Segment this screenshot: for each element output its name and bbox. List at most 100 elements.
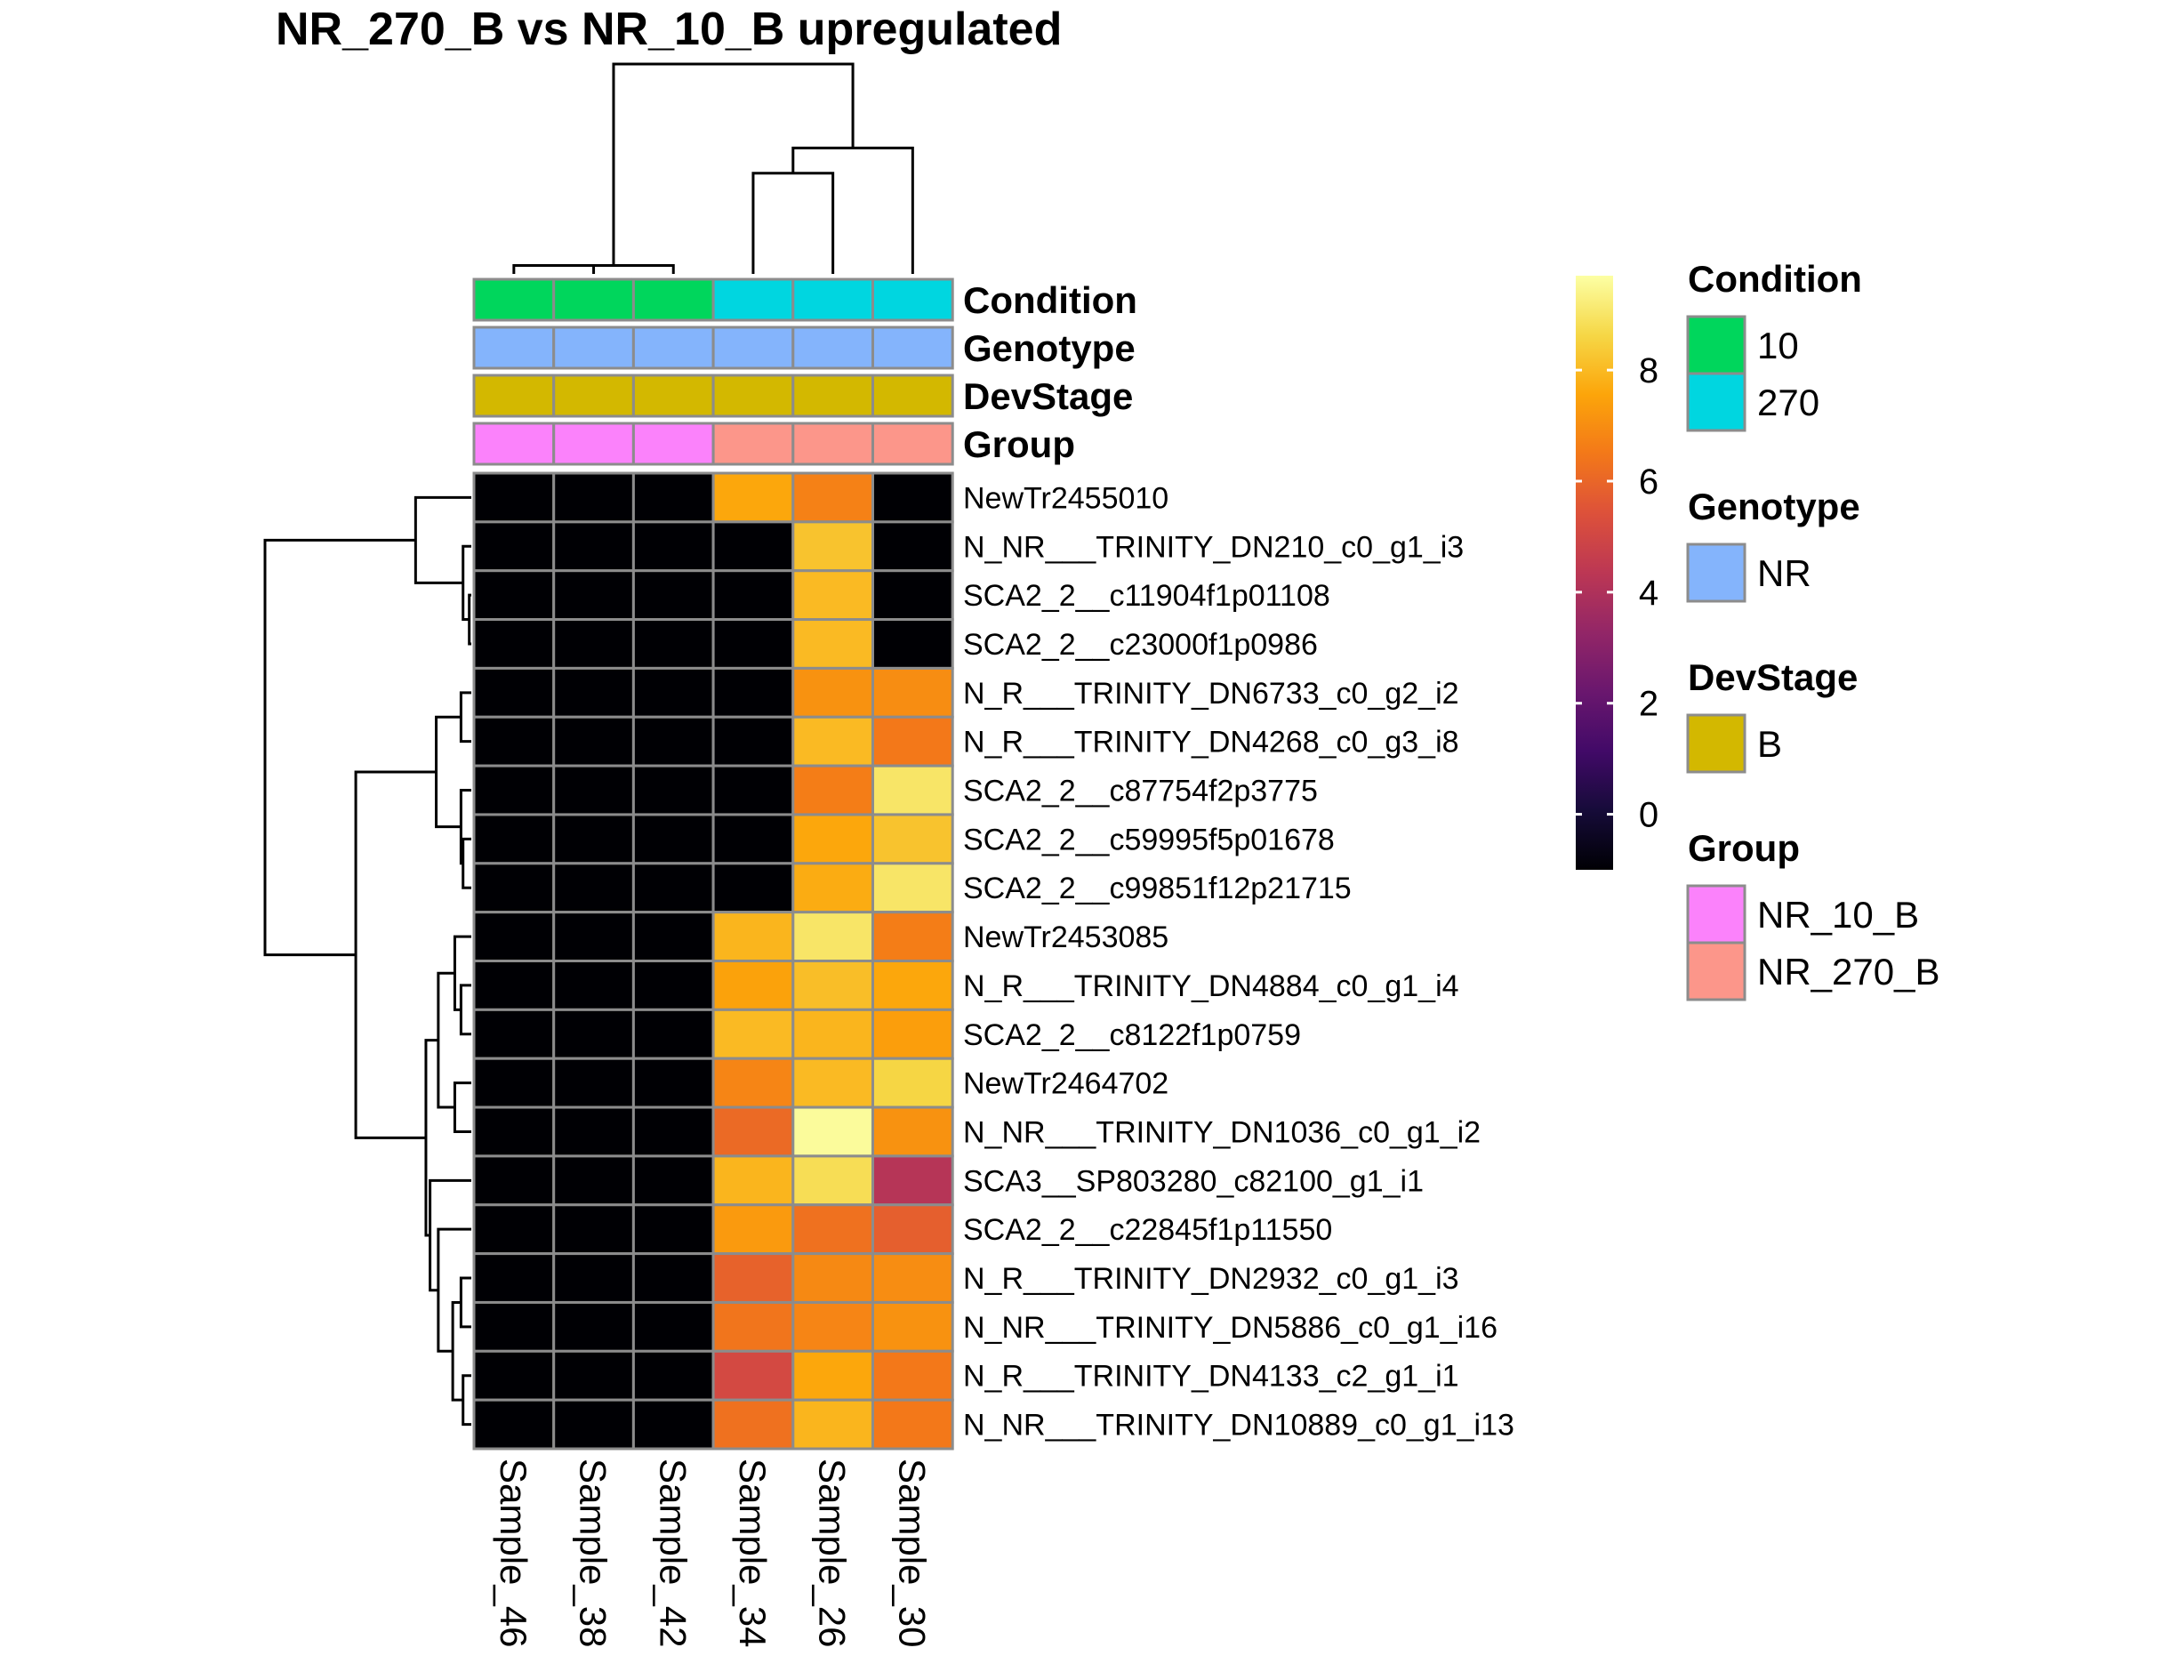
colorbar-tick-label-1: 0 [1639,796,1658,835]
heatmap-cell-9-6 [871,862,954,914]
heatmap-cell-6-3 [631,715,715,768]
colorbar-tick-label-2: 2 [1639,685,1658,724]
row-dendrogram-link-12 [459,1276,471,1329]
heatmap-cell-10-5 [791,911,874,963]
annotation-label-group: Group [963,423,1075,465]
heatmap-cell-13-4 [711,1057,795,1109]
heatmap-cell-18-6 [871,1300,954,1353]
heatmap-cell-8-6 [871,813,954,865]
heatmap-cell-15-2 [552,1154,635,1207]
heatmap-cell-2-1 [472,520,556,573]
column-dendrogram-link-3 [751,172,835,274]
heatmap-cell-16-2 [552,1203,635,1256]
heatmap-cell-9-1 [472,862,556,914]
heatmap-cells [472,471,954,1451]
row-dendrogram-link-5 [462,837,471,889]
heatmap-cell-17-2 [552,1252,635,1304]
annotation-devstage-cell-4 [711,374,795,418]
heatmap-cell-3-2 [552,569,635,622]
legend-swatch-devstage-b [1686,713,1746,774]
heatmap-cell-2-2 [552,520,635,573]
row-label-11: N_R___TRINITY_DN4884_c0_g1_i4 [963,969,1459,1003]
legend-title-group: Group [1688,827,1800,869]
annotation-genotype-cell-6 [871,326,954,370]
heatmap-cell-20-1 [472,1398,556,1451]
heatmap-cell-19-1 [472,1349,556,1402]
heatmap-cell-7-1 [472,764,556,816]
annotation-genotype-cell-5 [791,326,874,370]
row-label-10: NewTr2453085 [963,920,1168,954]
row-label-6: N_R___TRINITY_DN4268_c0_g3_i8 [963,726,1459,760]
row-label-16: SCA2_2__c22845f1p11550 [963,1213,1332,1247]
heatmap-cell-1-1 [472,471,556,524]
annotation-devstage-cell-2 [552,374,635,418]
row-dendrogram-link-7 [435,715,462,829]
heatmap-cell-20-3 [631,1398,715,1451]
row-label-14: N_NR___TRINITY_DN1036_c0_g1_i2 [963,1115,1481,1149]
annotation-legends: Condition 10 270 Genotype NR DevStage B Group NR… [1686,258,1939,1001]
heatmap-cell-4-3 [631,618,715,670]
heatmap-cell-5-1 [472,666,556,719]
annotation-devstage-cell-1 [472,374,556,418]
colorbar-tick-label-3: 4 [1639,574,1658,613]
heatmap-cell-1-5 [791,471,874,524]
row-label-20: N_NR___TRINITY_DN10889_c0_g1_i13 [963,1409,1514,1443]
heatmap-cell-11-5 [791,960,874,1011]
heatmap-cell-18-1 [472,1300,556,1353]
heatmap-cell-14-2 [552,1105,635,1158]
annotation-group-cell-2 [552,422,635,466]
row-dendrogram-link-4 [459,691,471,744]
heatmap-cell-17-1 [472,1252,556,1304]
heatmap-cell-15-4 [711,1154,795,1207]
heatmap-cell-7-6 [871,764,954,816]
legend-label-group-nr-10-b: NR_10_B [1757,894,1919,936]
heatmap-cell-17-3 [631,1252,715,1304]
annotation-genotype-cell-2 [552,326,635,370]
annotation-group-cell-6 [871,422,954,466]
heatmap-cell-4-5 [791,618,874,670]
row-dendrogram-link-17 [424,1039,438,1237]
heatmap-cell-18-2 [552,1300,635,1353]
annotation-genotype-cell-1 [472,326,556,370]
heatmap-cell-1-6 [871,471,954,524]
legend-swatch-group-nr-10-b [1686,884,1746,944]
row-label-4: SCA2_2__c23000f1p0986 [963,628,1318,662]
heatmap-cell-19-4 [711,1349,795,1402]
heatmap-cell-13-6 [871,1057,954,1109]
column-label-sample-30: Sample_30 [891,1459,933,1647]
heatmap-cell-15-1 [472,1154,556,1207]
heatmap-cell-6-4 [711,715,795,768]
heatmap-cell-18-3 [631,1300,715,1353]
heatmap-cell-18-4 [711,1300,795,1353]
heatmap-cell-10-2 [552,911,635,963]
heatmap-cell-1-4 [711,471,795,524]
legend-label-genotype-nr: NR [1757,552,1811,594]
heatmap-cell-19-5 [791,1349,874,1402]
row-dendrogram-link-15 [437,1227,471,1353]
heatmap-cell-14-6 [871,1105,954,1158]
heatmap-cell-4-6 [871,618,954,670]
heatmap-cell-8-1 [472,813,556,865]
row-dendrogram-link-16 [429,1178,471,1292]
column-label-sample-26: Sample_26 [812,1459,854,1647]
heatmap-cell-10-1 [472,911,556,963]
heatmap-cell-15-3 [631,1154,715,1207]
heatmap-cell-13-1 [472,1057,556,1109]
column-label-sample-46: Sample_46 [493,1459,534,1647]
heatmap-cell-4-4 [711,618,795,670]
heatmap-cell-6-5 [791,715,874,768]
row-label-9: SCA2_2__c99851f12p21715 [963,872,1352,905]
heatmap-cell-12-2 [552,1008,635,1060]
legend-swatch-condition-270 [1686,372,1746,432]
heatmap-cell-1-3 [631,471,715,524]
row-label-1: NewTr2455010 [963,481,1168,515]
row-label-15: SCA3__SP803280_c82100_g1_i1 [963,1164,1424,1198]
row-dendrogram-link-18 [354,770,437,1139]
heatmap-cell-16-1 [472,1203,556,1256]
annotation-condition-cell-3 [631,277,715,322]
row-label-18: N_NR___TRINITY_DN5886_c0_g1_i16 [963,1311,1497,1345]
annotation-devstage-cell-3 [631,374,715,418]
heatmap-cell-5-2 [552,666,635,719]
heatmap-cell-1-2 [552,471,635,524]
